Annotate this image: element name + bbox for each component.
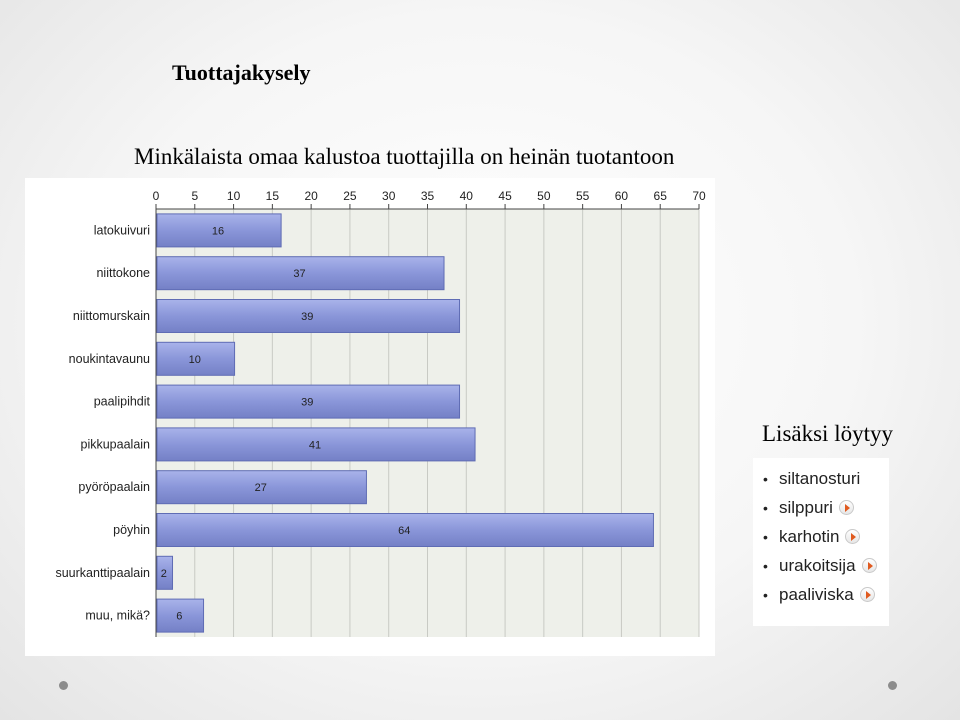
extra-item: • siltanosturi — [763, 464, 889, 493]
bar — [156, 341, 236, 376]
x-tick-label: 10 — [227, 189, 241, 203]
category-label: niittokone — [96, 266, 150, 280]
extra-item: • silppuri — [763, 493, 889, 522]
x-tick-label: 15 — [266, 189, 280, 203]
bullet-icon: • — [763, 499, 768, 516]
extra-item-label: paaliviska — [779, 584, 854, 604]
bullet-icon: • — [763, 470, 768, 487]
x-tick-label: 20 — [304, 189, 318, 203]
extra-item: • paaliviska — [763, 580, 889, 609]
bar-value-label: 64 — [398, 525, 410, 537]
bar — [156, 213, 282, 248]
x-tick-label: 65 — [654, 189, 668, 203]
extra-item-label: silppuri — [779, 497, 833, 517]
category-label: noukintavaunu — [69, 352, 150, 366]
bar — [156, 256, 445, 291]
bar — [156, 384, 461, 419]
bar — [156, 555, 174, 590]
play-arrow-icon[interactable] — [845, 529, 861, 544]
bar-value-label: 27 — [255, 482, 267, 494]
category-label: niittomurskain — [73, 309, 150, 323]
bar-value-label: 2 — [161, 568, 167, 580]
x-tick-label: 35 — [421, 189, 435, 203]
x-tick-label: 55 — [576, 189, 590, 203]
category-label: pikkupaalain — [81, 437, 151, 451]
bullet-icon: • — [763, 528, 768, 545]
category-label: suurkanttipaalain — [55, 566, 150, 580]
category-label: muu, mikä? — [85, 609, 150, 623]
bar-value-label: 37 — [293, 268, 305, 280]
slide-title: Tuottajakysely — [172, 60, 311, 85]
extras-list: • siltanosturi • silppuri • karhotin • urakoits… — [753, 458, 889, 609]
x-tick-label: 45 — [498, 189, 512, 203]
bar-value-label: 6 — [176, 611, 182, 623]
extra-item: • urakoitsija — [763, 551, 889, 580]
bar-value-label: 10 — [189, 354, 201, 366]
extra-item: • karhotin — [763, 522, 889, 551]
bar-value-label: 16 — [212, 225, 224, 237]
play-arrow-icon[interactable] — [859, 587, 875, 602]
slide-dot-right — [888, 681, 897, 690]
play-arrow-icon[interactable] — [861, 558, 877, 573]
category-label: latokuivuri — [94, 223, 150, 237]
slide-subtitle: Minkälaista omaa kalustoa tuottajilla on… — [134, 144, 675, 169]
x-tick-label: 70 — [692, 189, 706, 203]
bullet-icon: • — [763, 557, 768, 574]
bar — [156, 299, 461, 333]
x-tick-label: 0 — [153, 189, 160, 203]
play-arrow-icon[interactable] — [838, 500, 854, 515]
category-label: paalipihdit — [94, 395, 151, 409]
bar-value-label: 41 — [309, 439, 321, 451]
category-label: pyöröpaalain — [78, 480, 150, 494]
x-tick-label: 25 — [343, 189, 357, 203]
category-label: pöyhin — [113, 523, 150, 537]
bar — [156, 470, 367, 505]
x-tick-label: 30 — [382, 189, 396, 203]
extras-panel: • siltanosturi • silppuri • karhotin • urakoits… — [753, 458, 889, 626]
bar — [156, 427, 476, 462]
extra-item-label: urakoitsija — [779, 555, 856, 575]
bar-chart: 0 5 10 15 20 25 30 35 40 45 50 55 60 65 70 latokuivuri 1… — [55, 189, 706, 637]
bar-chart-panel: 0 5 10 15 20 25 30 35 40 45 50 55 60 65 70 latokuivuri 1… — [25, 178, 715, 656]
bar-value-label: 39 — [301, 311, 313, 323]
extra-item-label: karhotin — [779, 526, 840, 546]
x-tick-label: 60 — [615, 189, 629, 203]
extra-item-label: siltanosturi — [779, 468, 861, 488]
side-heading: Lisäksi löytyy — [762, 421, 893, 446]
x-tick-label: 50 — [537, 189, 551, 203]
x-tick-label: 5 — [191, 189, 198, 203]
bullet-icon: • — [763, 586, 768, 603]
x-tick-label: 40 — [460, 189, 474, 203]
bar — [156, 598, 205, 633]
slide-dot-left — [59, 681, 68, 690]
bar-value-label: 39 — [301, 397, 313, 409]
bar — [156, 513, 654, 547]
